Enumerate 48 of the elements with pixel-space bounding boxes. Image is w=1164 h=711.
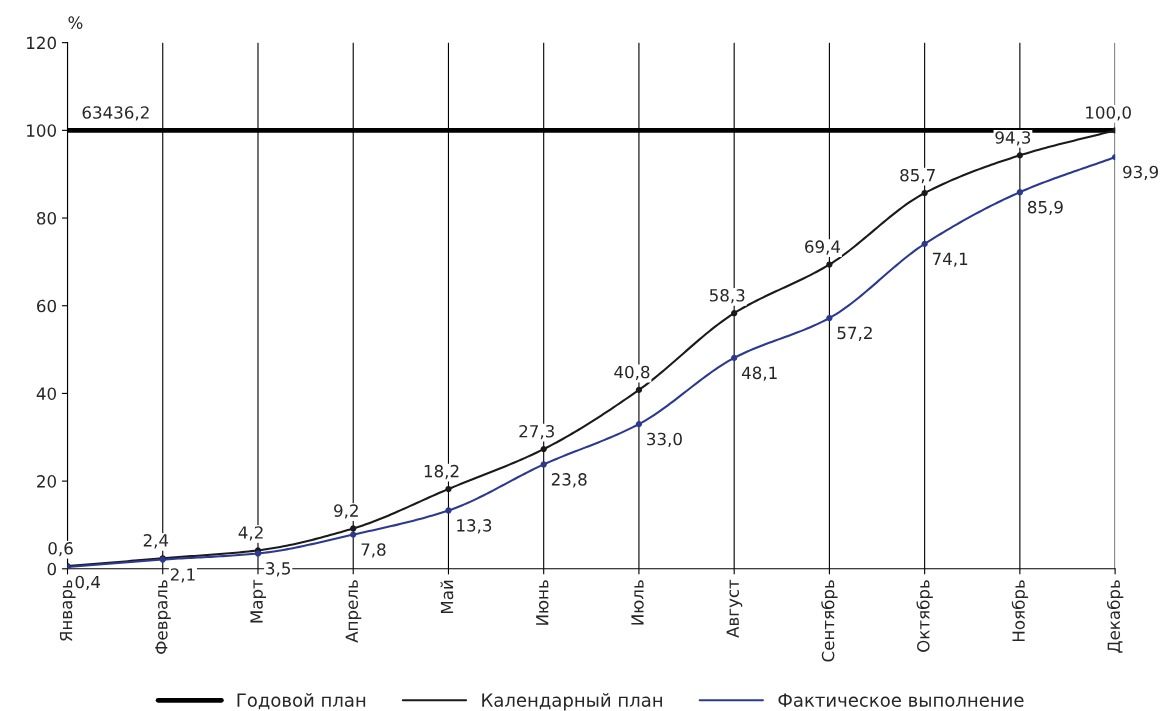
data-label: 18,2: [424, 464, 459, 480]
x-tick-label: Апрель: [345, 580, 362, 643]
data-label: 2,1: [170, 568, 195, 583]
data-label: 100,0: [1086, 106, 1131, 121]
y-axis-title: %: [68, 16, 83, 29]
y-tick-label: 60: [37, 299, 56, 313]
y-tick-label: 20: [37, 475, 56, 488]
data-label: 93,9: [1123, 165, 1158, 181]
y-tick-label: 0: [47, 562, 56, 576]
x-tick-label: Октябрь: [916, 580, 933, 652]
data-label: 27,3: [519, 424, 554, 440]
data-label: 74,1: [932, 252, 968, 267]
data-label: 0,4: [75, 575, 101, 590]
annotation: 63436,2: [82, 106, 149, 121]
data-label: 2,4: [143, 534, 169, 549]
data-label: 85,9: [1027, 200, 1063, 216]
data-label: 33,0: [647, 432, 682, 448]
data-label: 7,8: [361, 543, 386, 558]
y-tick-label: 120: [27, 36, 56, 50]
data-label: 40,8: [614, 365, 650, 381]
data-label: 0,6: [48, 542, 73, 557]
legend-label: Фактическое выполнение: [778, 693, 1024, 707]
x-tick-label: Январь: [59, 580, 76, 642]
data-label: 4,2: [238, 526, 263, 541]
data-label: 48,1: [741, 366, 777, 381]
x-tick-label: Сентябрь: [821, 580, 838, 662]
data-label: 13,3: [457, 519, 492, 534]
data-label: 3,5: [266, 562, 290, 577]
data-label: 85,7: [900, 168, 935, 184]
x-tick-label: Август: [726, 579, 743, 638]
x-tick-label: Март: [250, 579, 267, 623]
data-label: 9,2: [334, 504, 358, 519]
x-tick-label: Июнь: [536, 580, 549, 625]
x-tick-label: Февраль: [155, 580, 171, 654]
data-label: 57,2: [837, 326, 872, 341]
y-tick-label: 40: [36, 387, 56, 400]
data-label: 69,4: [805, 240, 841, 255]
data-label: 23,8: [551, 473, 587, 488]
y-tick-label: 100: [27, 124, 56, 137]
data-label: 94,3: [995, 131, 1031, 146]
x-tick-label: Декабрь: [1106, 580, 1124, 653]
x-tick-label: Июль: [631, 580, 644, 625]
legend-label: Годовой план: [237, 693, 366, 710]
y-tick-label: 80: [37, 212, 56, 225]
data-label: 58,3: [709, 289, 745, 304]
x-tick-label: Май: [440, 580, 454, 614]
legend-label: Календарный план: [482, 693, 662, 711]
x-tick-label: Ноябрь: [1011, 580, 1029, 642]
